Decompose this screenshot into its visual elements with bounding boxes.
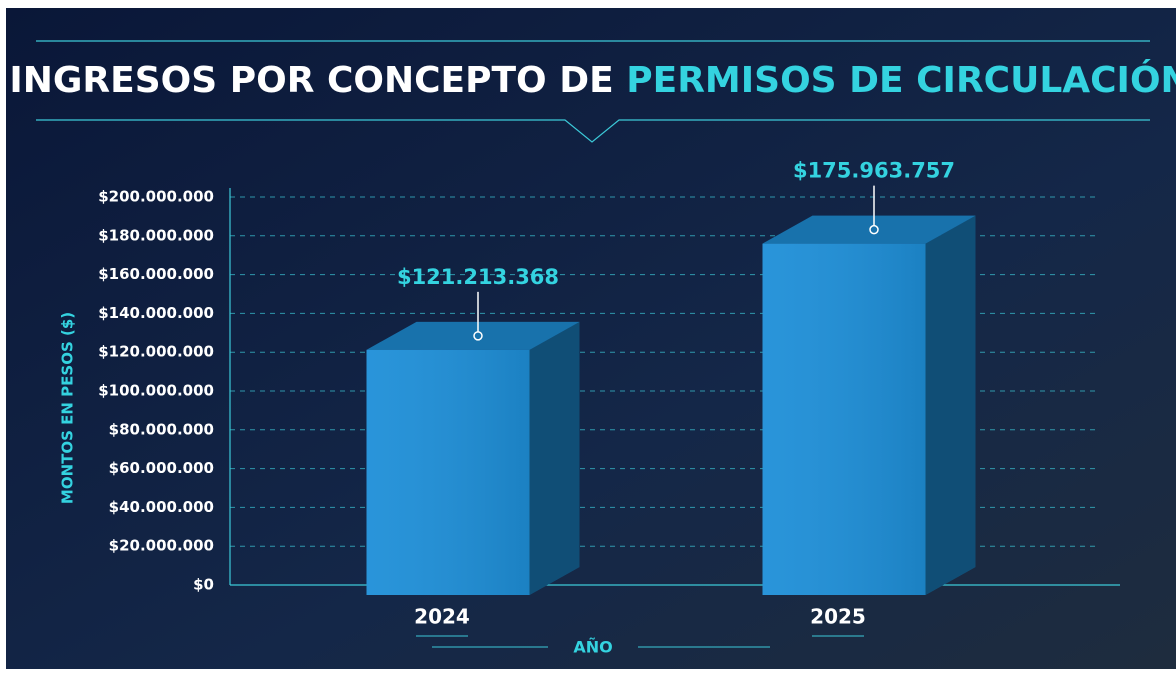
bar-side-shade <box>925 215 976 595</box>
leader-dot <box>473 331 483 341</box>
x-tick-label: 2025 <box>810 605 866 629</box>
bar-top-shade <box>366 321 580 350</box>
y-tick-label: $160.000.000 <box>98 265 214 283</box>
y-tick-label: $60.000.000 <box>109 459 214 477</box>
background <box>6 8 1176 669</box>
leader-dot <box>869 224 879 235</box>
y-tick-label: $40.000.000 <box>109 498 214 516</box>
y-tick-label: $180.000.000 <box>98 226 214 244</box>
y-tick-label: $100.000.000 <box>98 382 214 400</box>
value-label: $121.213.368 <box>397 265 559 289</box>
y-tick-label: $200.000.000 <box>98 188 214 206</box>
x-tick-label: 2024 <box>414 605 470 629</box>
bar-side <box>925 215 976 595</box>
y-tick-label: $0 <box>193 576 214 594</box>
bar-sheen <box>762 243 926 595</box>
bar-sheen <box>366 349 530 595</box>
bar-top-shade <box>762 215 976 244</box>
y-axis-label: MONTOS EN PESOS ($) <box>59 312 77 504</box>
bar-top <box>366 321 580 350</box>
y-tick-label: $80.000.000 <box>109 420 214 438</box>
chart-title: INGRESOS POR CONCEPTO DE PERMISOS DE CIR… <box>9 59 1176 101</box>
y-tick-label: $140.000.000 <box>98 304 214 322</box>
bar-side-shade <box>529 321 580 595</box>
title-rule <box>36 119 1150 143</box>
y-tick-label: $20.000.000 <box>109 537 214 555</box>
value-label: $175.963.757 <box>793 159 955 183</box>
bar-side <box>529 321 580 595</box>
bar-top <box>762 215 976 244</box>
y-tick-label: $120.000.000 <box>98 343 214 361</box>
x-axis-label: AÑO <box>573 638 612 657</box>
